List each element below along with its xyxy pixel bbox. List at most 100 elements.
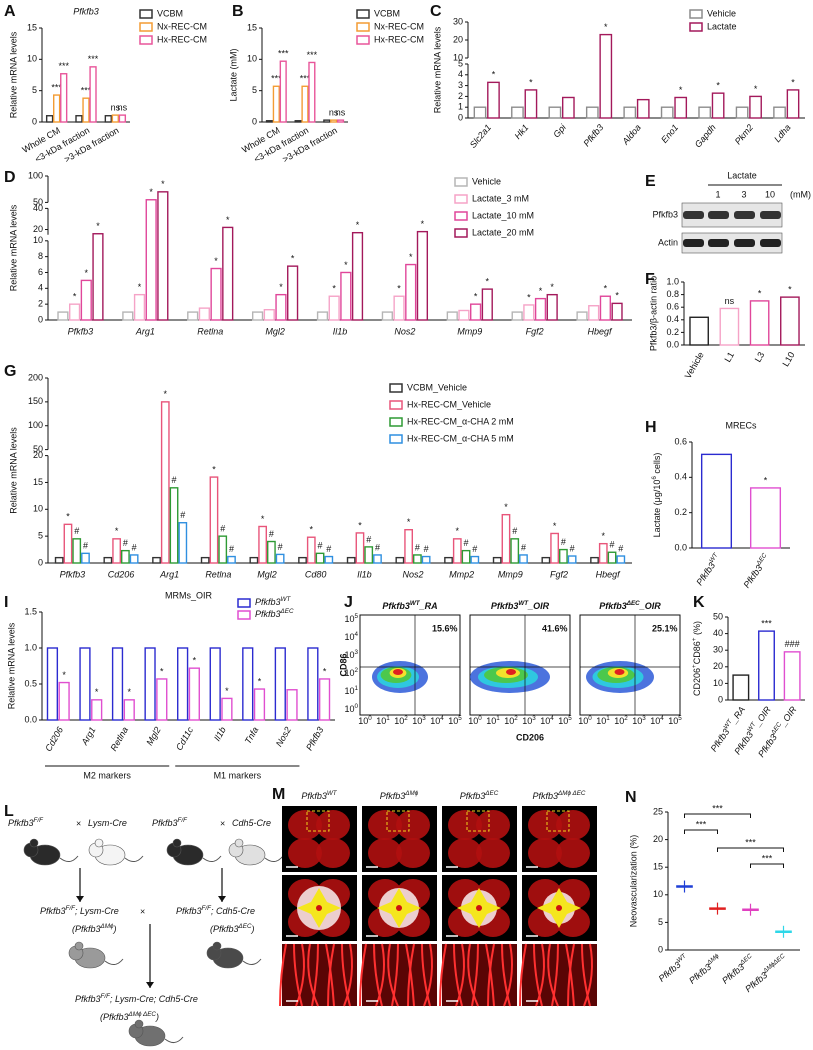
legend-label: Hx-REC-CM_α-CHA 2 mM bbox=[407, 416, 514, 426]
bar bbox=[576, 311, 588, 321]
x-tick-label-part: Pfkfb3 bbox=[709, 727, 732, 754]
flow-title-part: _RA bbox=[419, 601, 438, 611]
significance: * bbox=[407, 517, 411, 527]
retina-petal bbox=[368, 838, 402, 868]
retina-petal bbox=[288, 810, 322, 840]
significance: # bbox=[123, 538, 128, 548]
panel: H 0.0 0.2 0.4 0.6 Lactate (μg/106 cells) MRECs… bbox=[645, 419, 790, 590]
legend-label-part: ΔEC bbox=[280, 608, 294, 615]
flow-x-tick: 101 bbox=[486, 715, 500, 726]
y-tick-label: 0 bbox=[252, 116, 257, 126]
flow-x-tick-part: 3 bbox=[422, 715, 426, 722]
flow-x-tick: 103 bbox=[522, 715, 536, 726]
column-title-part: Pfkfb3 bbox=[533, 791, 559, 801]
bar bbox=[698, 106, 712, 119]
flow-x-tick: 102 bbox=[614, 715, 628, 726]
vessel bbox=[407, 943, 415, 1007]
bar bbox=[758, 630, 775, 701]
vessel bbox=[519, 943, 527, 1007]
bar bbox=[54, 556, 64, 564]
bar bbox=[623, 106, 637, 119]
bar bbox=[470, 555, 480, 564]
flow-title-part: Pfkfb3 bbox=[491, 601, 519, 611]
bar bbox=[63, 523, 73, 564]
significance: * bbox=[550, 282, 554, 292]
breeding-label: Pfkfb3F/F; Cdh5-Cre bbox=[176, 905, 255, 916]
bar bbox=[221, 697, 233, 721]
bar bbox=[719, 307, 740, 346]
optic-disc bbox=[556, 905, 562, 911]
significance: * bbox=[754, 84, 758, 94]
bar bbox=[145, 199, 157, 321]
y-tick-label: 40 bbox=[33, 203, 43, 213]
x-tick-label: Mmp9 bbox=[498, 569, 523, 579]
legend-swatch bbox=[454, 194, 468, 204]
significance: * bbox=[358, 520, 362, 530]
bar bbox=[200, 556, 210, 564]
significance: * bbox=[212, 464, 216, 474]
vessel bbox=[307, 943, 319, 1007]
y-tick-label: 10 bbox=[27, 54, 37, 64]
y-tick-label: 0.5 bbox=[24, 678, 37, 688]
flow-x-tick-part: 10 bbox=[578, 716, 588, 726]
bar bbox=[46, 647, 59, 721]
bar bbox=[279, 60, 287, 123]
y-axis-label: Relative mRNA levels bbox=[432, 26, 442, 113]
significance: # bbox=[610, 540, 615, 550]
flow-y-tick-part: 10 bbox=[344, 614, 354, 624]
flow-y-tick: 100 bbox=[344, 703, 358, 714]
y-axis-label-part: + bbox=[691, 664, 698, 668]
flow-x-tick-part: 10 bbox=[376, 716, 386, 726]
x-tick-label: L3 bbox=[753, 350, 767, 364]
bar bbox=[351, 231, 364, 321]
breeding-label-part: Pfkfb3 bbox=[176, 906, 202, 916]
bar bbox=[82, 97, 90, 123]
bar bbox=[749, 95, 762, 119]
flow-x-tick-part: 4 bbox=[440, 715, 444, 722]
bar bbox=[68, 303, 81, 321]
y-tick-label: 8 bbox=[38, 251, 43, 261]
flow-x-tick: 101 bbox=[376, 715, 390, 726]
y-tick-label: 200 bbox=[28, 372, 43, 382]
flow-x-tick-part: 10 bbox=[614, 716, 624, 726]
x-tick-label: Il1b bbox=[357, 569, 372, 579]
x-tick-label-part: Pfkfb3 bbox=[742, 563, 765, 590]
flow-y-tick-part: 5 bbox=[354, 613, 358, 620]
x-tick-label: Hbegf bbox=[596, 569, 622, 579]
mouse-ear bbox=[29, 838, 39, 848]
retina-petal bbox=[556, 838, 590, 868]
bar bbox=[660, 106, 674, 119]
breeding-label-part: ΔEC bbox=[238, 923, 252, 930]
bar bbox=[301, 85, 309, 123]
bar bbox=[324, 555, 334, 564]
x-tick-label: Fgf2 bbox=[526, 326, 544, 336]
significance: ### bbox=[785, 639, 800, 649]
optic-disc bbox=[476, 905, 482, 911]
column-title-part: Pfkfb3 bbox=[460, 791, 486, 801]
flow-x-tick: 100 bbox=[578, 715, 592, 726]
vessel bbox=[421, 943, 431, 1007]
flow-x-tick: 104 bbox=[650, 715, 664, 726]
x-tick-label: Eno1 bbox=[659, 122, 680, 145]
bar bbox=[152, 556, 161, 564]
flow-x-tick-part: 0 bbox=[588, 715, 592, 722]
bar bbox=[79, 647, 91, 721]
x-tick-label: Gapdh bbox=[693, 122, 718, 149]
legend-label: Hx-REC-CM_α-CHA 5 mM bbox=[407, 433, 514, 443]
bar bbox=[511, 311, 523, 321]
x-tick-label: L10 bbox=[780, 350, 796, 368]
retina-petal bbox=[396, 838, 430, 868]
x-tick-label-part: _OIR bbox=[778, 704, 799, 728]
significance: * bbox=[115, 526, 119, 536]
bar bbox=[330, 119, 338, 123]
arrow-head bbox=[146, 982, 154, 988]
bar bbox=[381, 311, 393, 321]
y-axis-label: CD206+CD86+ (%) bbox=[691, 621, 702, 696]
y-tick-label: 2 bbox=[38, 299, 43, 309]
y-tick-label: 1.5 bbox=[24, 606, 37, 616]
flow-title-part: Pfkfb3 bbox=[599, 601, 627, 611]
vessel bbox=[343, 943, 353, 1007]
y-tick-label: 0.4 bbox=[666, 314, 679, 324]
y-tick-label: 0.6 bbox=[674, 436, 687, 446]
